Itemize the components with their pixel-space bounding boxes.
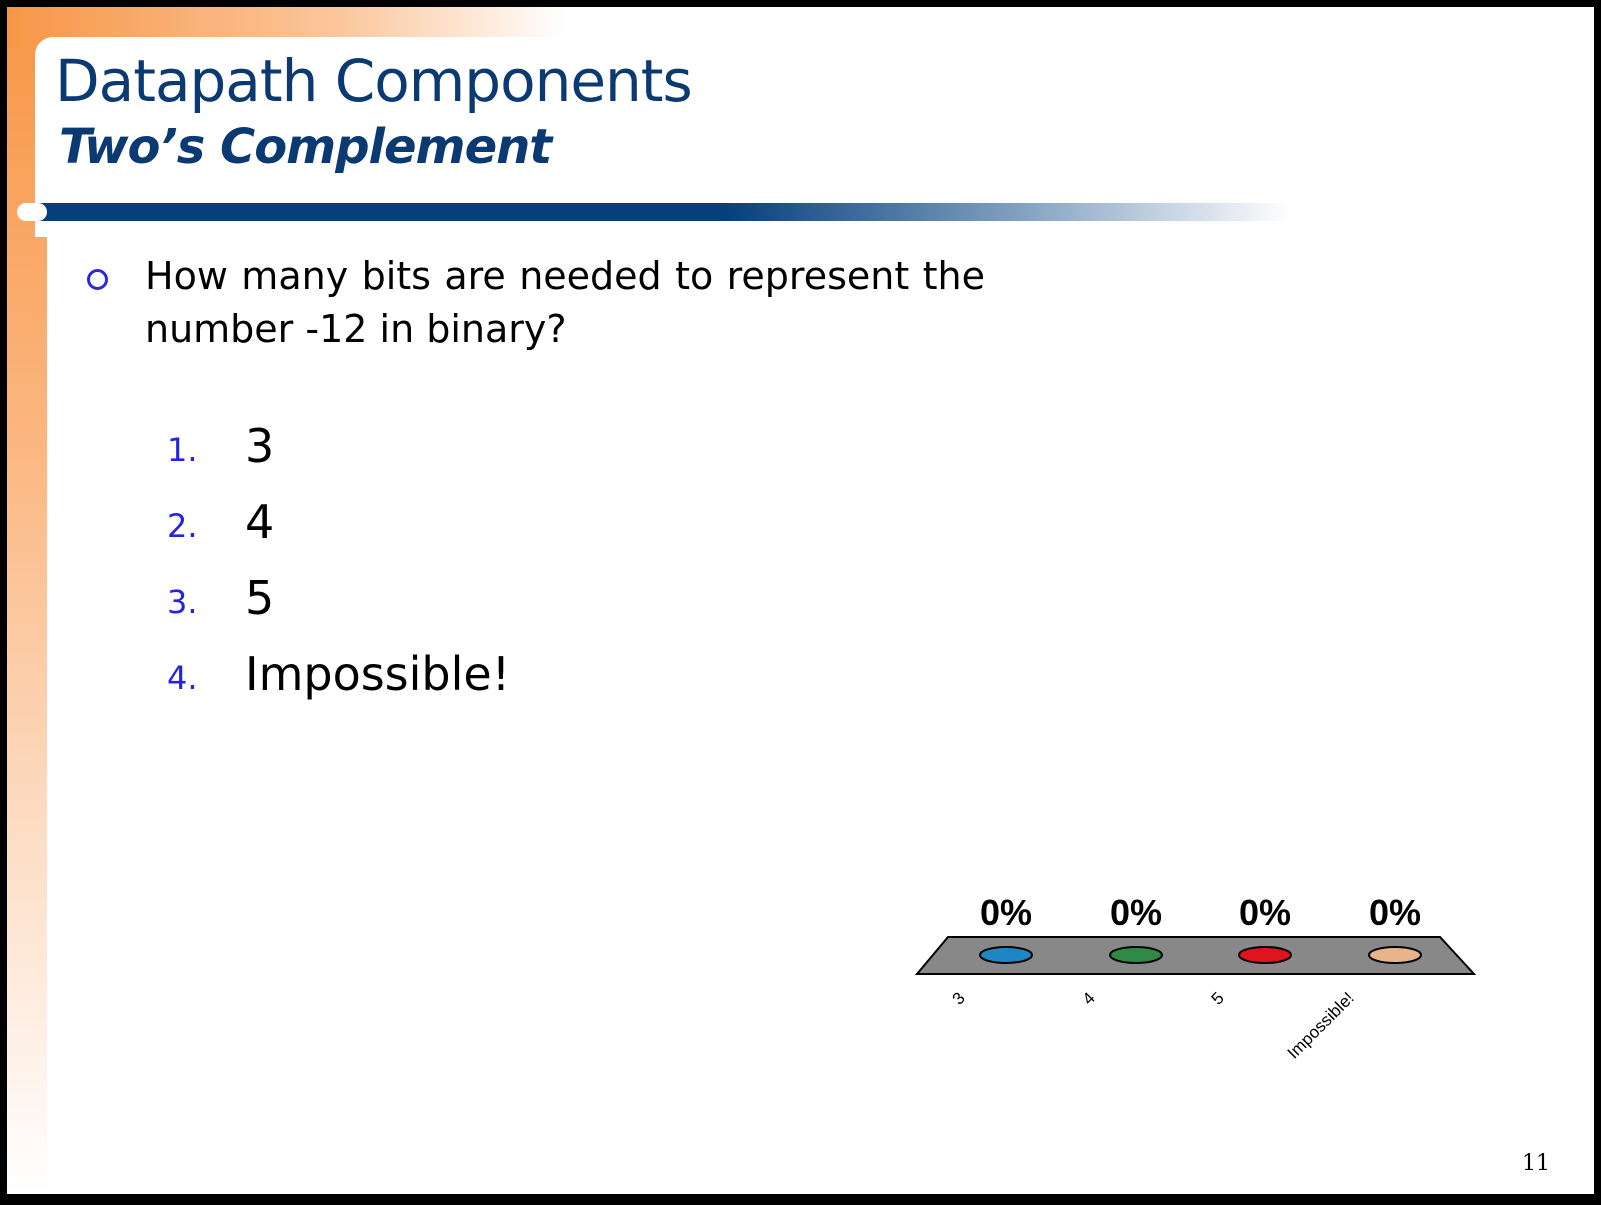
title-divider xyxy=(31,203,1291,221)
answer-text: 5 xyxy=(245,571,275,625)
chart-bar xyxy=(1238,946,1292,964)
chart-bar xyxy=(979,946,1033,964)
chart-marks: 0% 3 0% 4 0% 5 0% Impossible! xyxy=(949,892,1422,1063)
answer-text: 4 xyxy=(245,495,275,549)
chart-value-label: 0% xyxy=(980,892,1032,933)
title-divider-cap xyxy=(17,203,47,221)
chart-category-label: Impossible! xyxy=(1284,988,1358,1062)
chart-value-label: 0% xyxy=(1239,892,1291,933)
chart-bar xyxy=(1368,946,1422,964)
answer-number: 1. xyxy=(167,431,198,469)
question-bullet-icon xyxy=(87,269,108,290)
slide: Datapath Components Two’s Complement How… xyxy=(7,7,1594,1194)
question-text: How many bits are needed to represent th… xyxy=(145,254,985,351)
slide-subtitle: Two’s Complement xyxy=(59,119,552,175)
poll-chart-svg: 0% 3 0% 4 0% 5 0% Impossible! xyxy=(914,892,1477,1063)
answer-number: 4. xyxy=(167,659,198,697)
chart-category-label: 4 xyxy=(1079,988,1099,1008)
answer-text: 3 xyxy=(245,419,275,473)
answer-number: 3. xyxy=(167,583,198,621)
answer-number: 2. xyxy=(167,507,198,545)
chart-value-label: 0% xyxy=(1369,892,1421,933)
slide-title: Datapath Components xyxy=(55,47,693,115)
chart-category-label: 5 xyxy=(1208,988,1228,1008)
answer-text: Impossible! xyxy=(245,647,511,701)
poll-results-chart: 0% 3 0% 4 0% 5 0% Impossible! xyxy=(907,867,1487,1117)
chart-base-platform xyxy=(914,936,1477,975)
chart-value-label: 0% xyxy=(1110,892,1162,933)
slide-number: 11 xyxy=(1522,1151,1550,1176)
chart-bar xyxy=(1109,946,1163,964)
chart-category-label: 3 xyxy=(949,988,969,1008)
